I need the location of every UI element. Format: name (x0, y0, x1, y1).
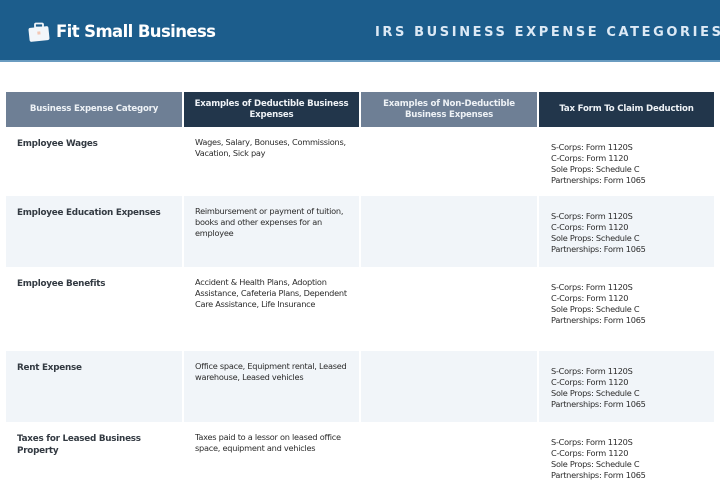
table-row: Taxes for Leased Business Property Taxes… (6, 422, 714, 500)
deductible-cell: Accident & Health Plans, Adoption Assist… (195, 277, 347, 309)
tax-form-cell: S-Corps: Form 1120S C-Corps: Form 1120 S… (539, 127, 714, 196)
non-deductible-cell (361, 127, 537, 196)
form-line: Sole Props: Schedule C (551, 459, 640, 469)
page-title: IRS BUSINESS EXPENSE CATEGORIES (375, 25, 720, 40)
form-line: Sole Props: Schedule C (551, 388, 640, 398)
form-line: S-Corps: Form 1120S (551, 282, 633, 292)
briefcase-icon (28, 22, 50, 42)
non-deductible-cell (361, 351, 537, 422)
form-line: Partnerships: Form 1065 (551, 175, 646, 185)
form-line: C-Corps: Form 1120 (551, 448, 629, 458)
tax-form-cell: S-Corps: Form 1120S C-Corps: Form 1120 S… (539, 196, 714, 267)
category-cell: Employee Education Expenses (6, 196, 182, 267)
deductible-cell: Office space, Equipment rental, Leased w… (184, 351, 359, 422)
tax-form-cell: S-Corps: Form 1120S C-Corps: Form 1120 S… (539, 422, 714, 500)
brand-logo[interactable]: Fit Small Business (28, 21, 216, 43)
form-line: Sole Props: Schedule C (551, 164, 640, 174)
brand-name: Fit Small Business (56, 22, 216, 41)
form-line: Sole Props: Schedule C (551, 233, 640, 243)
category-cell: Employee Wages (17, 139, 98, 149)
non-deductible-cell (361, 196, 537, 267)
form-line: S-Corps: Form 1120S (551, 142, 633, 152)
deductible-cell: Wages, Salary, Bonuses, Commissions, Vac… (195, 137, 346, 158)
table-row: Employee Education Expenses Reimbursemen… (6, 196, 714, 267)
form-line: S-Corps: Form 1120S (551, 211, 633, 221)
form-line: S-Corps: Form 1120S (551, 366, 633, 376)
header-banner: Fit Small Business IRS BUSINESS EXPENSE … (0, 0, 720, 62)
table-row: Employee Benefits Accident & Health Plan… (6, 267, 714, 351)
form-line: S-Corps: Form 1120S (551, 437, 633, 447)
form-line: C-Corps: Form 1120 (551, 377, 629, 387)
form-line: Partnerships: Form 1065 (551, 470, 646, 480)
column-header-non-deductible: Examples of Non-Deductible Business Expe… (361, 92, 537, 127)
category-cell: Rent Expense (6, 351, 182, 422)
table-header-row: Business Expense Category Examples of De… (6, 92, 714, 127)
non-deductible-cell (361, 422, 537, 500)
table-row: Rent Expense Office space, Equipment ren… (6, 351, 714, 422)
tax-form-cell: S-Corps: Form 1120S C-Corps: Form 1120 S… (539, 267, 714, 351)
form-line: C-Corps: Form 1120 (551, 153, 629, 163)
form-line: Partnerships: Form 1065 (551, 244, 646, 254)
form-line: C-Corps: Form 1120 (551, 293, 629, 303)
form-line: C-Corps: Form 1120 (551, 222, 629, 232)
deductible-cell: Taxes paid to a lessor on leased office … (195, 432, 341, 453)
column-header-deductible: Examples of Deductible Business Expenses (184, 92, 359, 127)
form-line: Partnerships: Form 1065 (551, 315, 646, 325)
column-header-category: Business Expense Category (6, 92, 182, 127)
form-line: Partnerships: Form 1065 (551, 399, 646, 409)
tax-form-cell: S-Corps: Form 1120S C-Corps: Form 1120 S… (539, 351, 714, 422)
category-cell: Employee Benefits (17, 279, 106, 289)
expense-categories-table: Business Expense Category Examples of De… (6, 92, 714, 500)
form-line: Sole Props: Schedule C (551, 304, 640, 314)
column-header-tax-form: Tax Form To Claim Deduction (539, 92, 714, 127)
non-deductible-cell (361, 267, 537, 351)
table-row: Employee Wages Wages, Salary, Bonuses, C… (6, 127, 714, 196)
category-cell: Taxes for Leased Business Property (17, 434, 141, 456)
deductible-cell: Reimbursement or payment of tuition, boo… (184, 196, 359, 267)
